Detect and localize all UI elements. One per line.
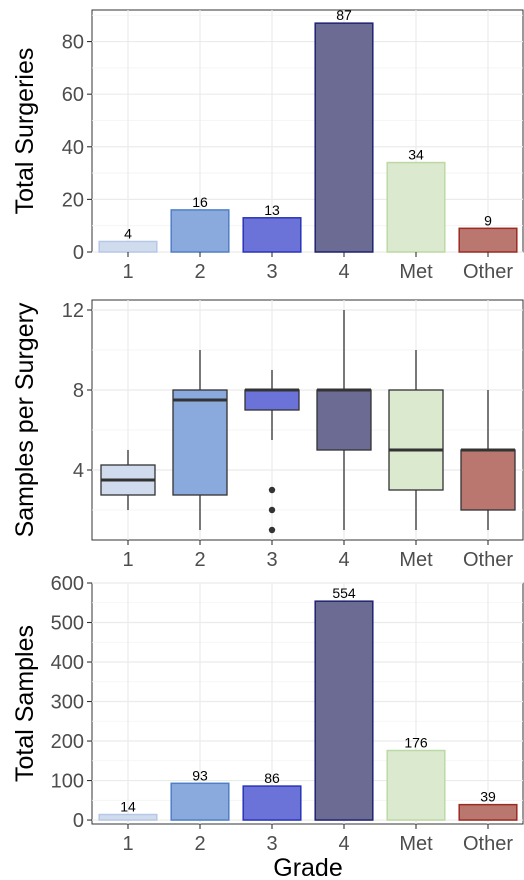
- x-tick-label: 1: [122, 833, 133, 855]
- y-tick-label: 100: [51, 771, 84, 793]
- bar-2: [170, 782, 230, 821]
- x-tick-label: Other: [463, 833, 513, 855]
- data-label: 34: [408, 147, 424, 163]
- bar-1: [98, 240, 158, 253]
- bar-met: [386, 749, 446, 821]
- outlier-point: [268, 506, 276, 514]
- x-tick-label: 4: [338, 833, 349, 855]
- panel-total-samples: 14 93 86 554 176 39 0 100 200 300 400 500 600 1 2 3 4 Met…: [11, 573, 524, 880]
- y-tick-label: 0: [73, 810, 84, 832]
- bar-other: [458, 803, 518, 821]
- y-tick-label: 20: [62, 189, 84, 211]
- y-tick-label: 40: [62, 137, 84, 159]
- bar-other: [458, 227, 518, 253]
- y-tick-label: 400: [51, 652, 84, 674]
- data-label: 13: [264, 202, 280, 218]
- bar-1: [98, 813, 158, 821]
- y-tick-label: 0: [73, 242, 84, 264]
- x-tick-label: 2: [194, 833, 205, 855]
- y-tick-label: 600: [51, 573, 84, 595]
- y-tick-label: 300: [51, 692, 84, 714]
- box-4: [316, 389, 372, 451]
- outlier-point: [268, 526, 276, 534]
- bar-2: [170, 209, 230, 253]
- y-tick-label: 8: [73, 380, 84, 402]
- data-label: 554: [332, 585, 356, 601]
- box-2: [172, 389, 228, 496]
- box-3: [244, 389, 300, 411]
- plot-area: [91, 582, 524, 825]
- data-label: 16: [192, 194, 208, 210]
- data-label: 14: [120, 799, 136, 815]
- bar-3: [242, 217, 302, 253]
- data-label: 4: [124, 225, 132, 241]
- bar-4: [314, 22, 374, 253]
- x-tick-label: Met: [399, 549, 433, 571]
- data-label: 93: [192, 767, 208, 783]
- bar-4: [314, 600, 374, 821]
- data-label: 176: [404, 735, 428, 751]
- box-met: [388, 389, 444, 491]
- x-tick-label: 1: [122, 549, 133, 571]
- bar-3: [242, 785, 302, 821]
- y-tick-label: 80: [62, 32, 84, 54]
- x-tick-label: 2: [194, 261, 205, 283]
- x-tick-label: Met: [399, 261, 433, 283]
- y-axis-title: Total Surgeries: [11, 48, 39, 215]
- y-tick-label: 60: [62, 84, 84, 106]
- x-tick-label: 4: [338, 549, 349, 571]
- x-tick-label: Other: [463, 261, 513, 283]
- y-tick-label: 500: [51, 613, 84, 635]
- x-tick-label: 3: [266, 833, 277, 855]
- x-tick-label: 1: [122, 261, 133, 283]
- x-tick-label: Met: [399, 833, 433, 855]
- x-axis-title: Grade: [273, 854, 342, 880]
- y-tick-label: 4: [73, 460, 84, 482]
- bar-met: [386, 161, 446, 253]
- outlier-point: [268, 486, 276, 494]
- y-tick-label: 200: [51, 731, 84, 753]
- data-label: 39: [480, 789, 496, 805]
- x-tick-label: Other: [463, 549, 513, 571]
- y-axis-title: Samples per Surgery: [11, 302, 39, 537]
- plot-area: [91, 299, 524, 541]
- data-label: 87: [336, 7, 352, 23]
- plot-area: [91, 9, 524, 253]
- x-tick-label: 3: [266, 549, 277, 571]
- x-tick-label: 2: [194, 549, 205, 571]
- x-tick-label: 3: [266, 261, 277, 283]
- data-label: 9: [484, 212, 492, 228]
- x-tick-label: 4: [338, 261, 349, 283]
- box-other: [460, 449, 516, 511]
- y-tick-label: 12: [62, 300, 84, 322]
- y-axis-title: Total Samples: [11, 625, 39, 782]
- data-label: 86: [264, 770, 280, 786]
